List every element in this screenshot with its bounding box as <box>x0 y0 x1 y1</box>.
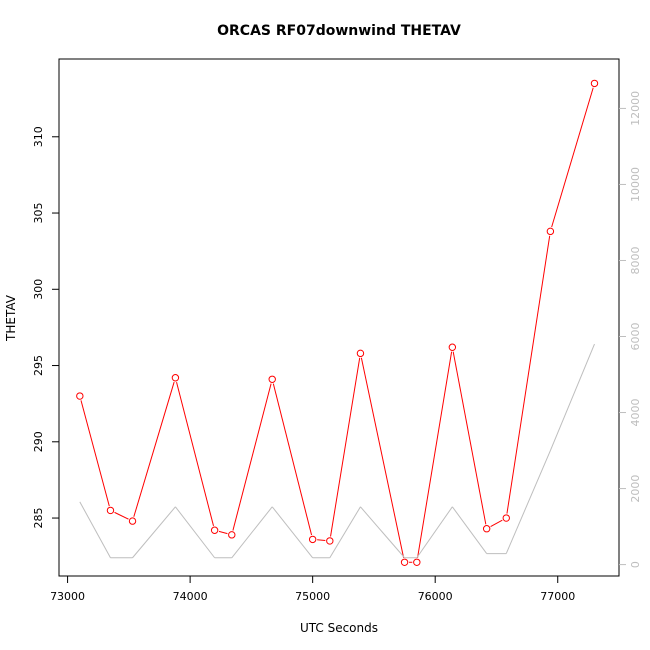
series-1-point <box>128 517 137 525</box>
y-tick-label: 295 <box>32 355 45 376</box>
series-2-segment <box>451 506 488 554</box>
series-1-point <box>356 349 365 358</box>
y-axis-label: THETAV <box>4 294 18 342</box>
series-1-segment <box>114 511 129 520</box>
y-axis: 285 290 295 300 305 310 <box>32 126 59 529</box>
series-2-segment <box>132 506 176 559</box>
series-1-segment <box>490 519 503 528</box>
series-2-segment <box>360 506 405 559</box>
series-1-segment <box>218 530 228 535</box>
x-tick-label: 77000 <box>540 590 575 603</box>
series-1-point <box>482 525 491 533</box>
series-2-segment <box>231 506 273 559</box>
series-1-point <box>308 535 317 544</box>
series-2-segment <box>549 343 595 451</box>
series-1-segment <box>80 400 110 507</box>
y2-tick-label: 8000 <box>629 246 642 274</box>
y-tick-label: 305 <box>32 203 45 224</box>
series-1-point <box>400 558 409 566</box>
x-tick-label: 73000 <box>50 590 85 603</box>
series-1-segment <box>330 357 361 537</box>
series-1-segment <box>176 381 214 527</box>
series-1-segment <box>506 235 551 514</box>
series-2-segment <box>416 506 453 559</box>
y2-tick-label: 0 <box>629 561 642 568</box>
y2-axis: 0 2000 4000 6000 8000 10000 12000 <box>619 91 642 568</box>
series-1-segment <box>232 383 272 531</box>
series-1-segment <box>417 351 453 558</box>
series-2-segment <box>505 450 551 554</box>
y-tick-label: 285 <box>32 508 45 529</box>
x-axis: 73000 74000 75000 76000 77000 <box>50 575 575 603</box>
series-1-point <box>268 375 276 383</box>
series-1-segment <box>452 351 487 525</box>
series-1-point <box>590 79 599 88</box>
x-axis-label: UTC Seconds <box>300 621 378 635</box>
y2-tick-label: 12000 <box>629 91 642 126</box>
y-tick-label: 290 <box>32 431 45 452</box>
series-1-point <box>228 531 236 539</box>
x-tick-label: 74000 <box>173 590 208 603</box>
series-1-point <box>326 537 334 545</box>
y-tick-label: 310 <box>32 126 45 147</box>
y2-tick-label: 10000 <box>629 167 642 202</box>
y-tick-label: 300 <box>32 279 45 300</box>
series-1-point <box>76 392 84 400</box>
series-1-point <box>413 558 421 566</box>
x-tick-label: 76000 <box>418 590 453 603</box>
y2-tick-label: 2000 <box>629 475 642 503</box>
series-1-segment <box>272 383 313 536</box>
series-1-point <box>448 343 457 351</box>
series-1-point <box>171 374 180 382</box>
series-1-point <box>546 227 555 236</box>
series-2-segment <box>79 501 111 558</box>
series-1-point <box>210 526 219 534</box>
series-1-point <box>106 506 115 515</box>
series-2-segment <box>271 506 314 559</box>
series-2-segment <box>175 506 216 559</box>
chart-title: ORCAS RF07downwind THETAV <box>217 23 461 39</box>
series-2-segment <box>329 506 361 559</box>
plot-frame <box>58 58 620 577</box>
series-1-segment <box>133 381 175 517</box>
series-1-segment <box>551 87 594 228</box>
series-1-segment <box>317 539 326 542</box>
series-1-segment <box>360 357 405 558</box>
series-1-point <box>502 514 510 522</box>
y2-tick-label: 6000 <box>629 323 642 351</box>
series-layer <box>76 79 599 566</box>
x-tick-label: 75000 <box>295 590 330 603</box>
y2-tick-label: 4000 <box>629 399 642 427</box>
